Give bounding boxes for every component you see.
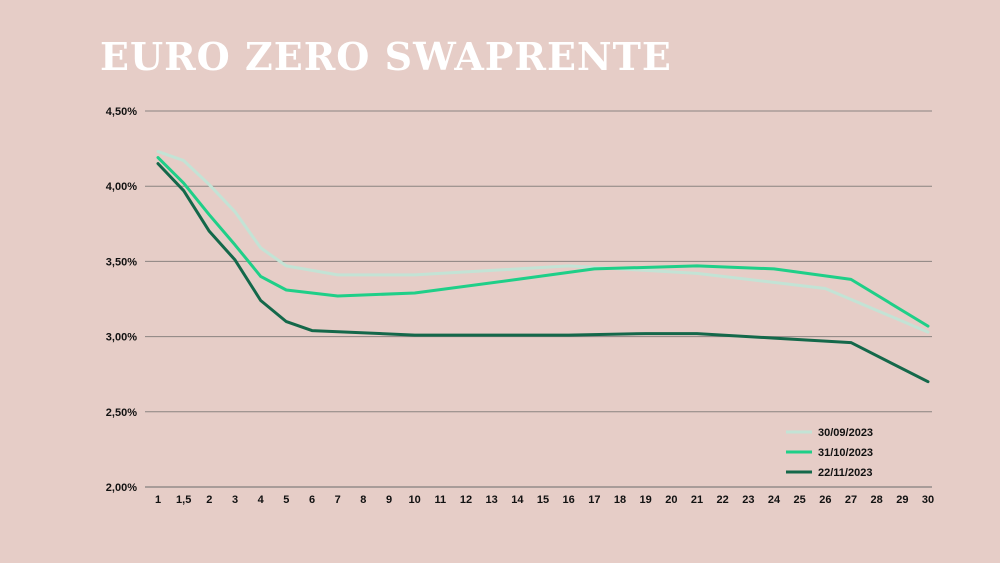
x-tick-label: 18 bbox=[614, 494, 626, 506]
y-tick-label: 3,00% bbox=[106, 332, 137, 344]
grid-lines bbox=[145, 110, 932, 488]
x-tick-label: 14 bbox=[511, 494, 524, 506]
x-tick-label: 26 bbox=[819, 494, 831, 506]
x-tick-label: 24 bbox=[768, 494, 781, 506]
y-tick-label: 4,50% bbox=[106, 106, 137, 118]
x-tick-label: 4 bbox=[258, 494, 265, 506]
x-tick-label: 29 bbox=[896, 494, 908, 506]
x-tick-label: 2 bbox=[206, 494, 212, 506]
x-tick-label: 1 bbox=[155, 494, 161, 506]
x-tick-label: 8 bbox=[360, 494, 366, 506]
legend-label: 31/10/2023 bbox=[818, 447, 873, 459]
x-tick-label: 5 bbox=[283, 494, 289, 506]
series-line-1 bbox=[156, 150, 930, 334]
legend-label: 30/09/2023 bbox=[818, 427, 873, 439]
x-axis-ticks: 1 1,5 2 3 4 5 6 7 8 9 10 11 12 13 14 15 16 17 18 19 20 21 22 23… bbox=[155, 494, 934, 506]
x-tick-label: 3 bbox=[232, 494, 238, 506]
y-tick-label: 3,50% bbox=[106, 256, 137, 268]
series-line-3 bbox=[156, 162, 930, 384]
x-tick-label: 25 bbox=[794, 494, 806, 506]
y-axis-ticks: 4,50% 4,00% 3,50% 3,00% 2,50% 2,00% bbox=[106, 106, 137, 494]
y-tick-label: 4,00% bbox=[106, 181, 137, 193]
x-tick-label: 1,5 bbox=[176, 494, 191, 506]
chart-title: EURO ZERO SWAPRENTE bbox=[100, 34, 672, 79]
x-tick-label: 13 bbox=[486, 494, 498, 506]
x-tick-label: 27 bbox=[845, 494, 857, 506]
series-line-2 bbox=[156, 156, 930, 328]
x-tick-label: 11 bbox=[435, 494, 447, 506]
x-tick-label: 28 bbox=[871, 494, 883, 506]
x-tick-label: 19 bbox=[640, 494, 652, 506]
x-tick-label: 30 bbox=[922, 494, 934, 506]
x-tick-label: 20 bbox=[665, 494, 677, 506]
x-tick-label: 22 bbox=[717, 494, 729, 506]
legend: 30/09/2023 31/10/2023 22/11/2023 bbox=[786, 427, 873, 479]
series-lines bbox=[156, 150, 930, 384]
x-tick-label: 10 bbox=[409, 494, 421, 506]
x-tick-label: 7 bbox=[335, 494, 341, 506]
y-tick-label: 2,00% bbox=[106, 482, 137, 494]
x-tick-label: 15 bbox=[537, 494, 549, 506]
legend-label: 22/11/2023 bbox=[818, 467, 872, 479]
y-tick-label: 2,50% bbox=[106, 407, 137, 419]
x-tick-label: 23 bbox=[742, 494, 754, 506]
x-tick-label: 6 bbox=[309, 494, 315, 506]
x-tick-label: 17 bbox=[588, 494, 600, 506]
x-tick-label: 9 bbox=[386, 494, 392, 506]
x-tick-label: 21 bbox=[691, 494, 703, 506]
x-tick-label: 12 bbox=[460, 494, 472, 506]
x-tick-label: 16 bbox=[563, 494, 575, 506]
